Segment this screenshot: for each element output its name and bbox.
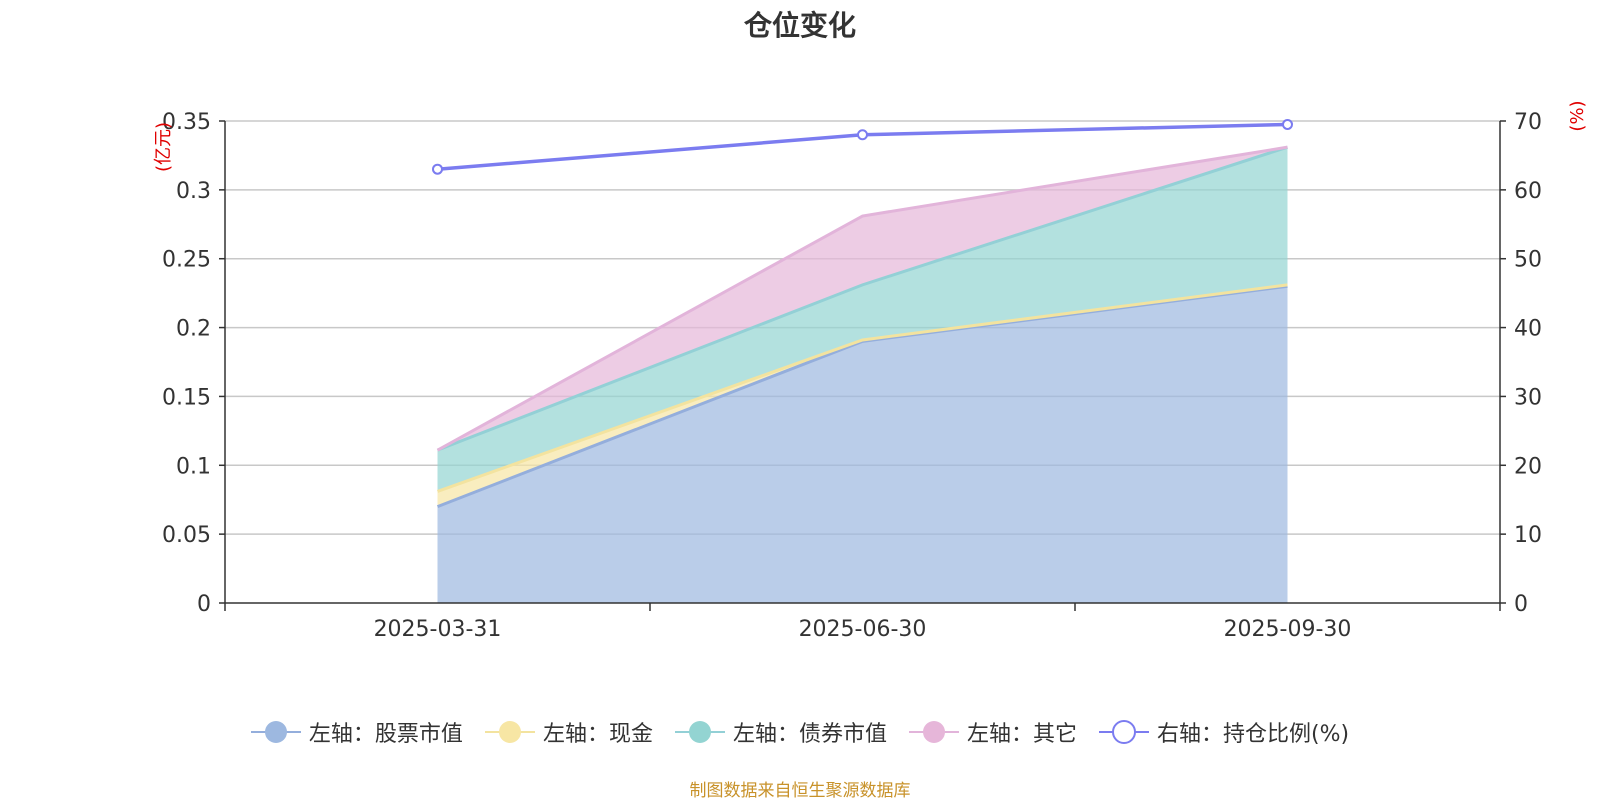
left-tick-label: 0.25	[162, 248, 211, 273]
x-tick-label: 2025-06-30	[799, 617, 927, 642]
right-tick-label: 0	[1514, 592, 1528, 617]
legend-marker-icon	[250, 721, 301, 743]
legend-marker-icon	[674, 721, 725, 743]
point-右轴：持仓比例(%)	[857, 129, 868, 141]
left-tick-label: 0.15	[162, 385, 211, 410]
legend-item[interactable]: 左轴：股票市值	[250, 716, 463, 748]
line-左轴：现金	[436, 283, 1288, 493]
line-左轴：其它	[436, 145, 1288, 452]
area-左轴：债券市值	[437, 147, 1288, 492]
x-tick-label: 2025-09-30	[1224, 617, 1352, 642]
right-axis-unit-label: (%)	[1567, 100, 1588, 131]
right-tick-label: 70	[1514, 110, 1542, 135]
area-左轴：股票市值	[437, 286, 1288, 603]
left-tick-label: 0.35	[162, 110, 211, 135]
legend-item[interactable]: 左轴：其它	[908, 716, 1077, 748]
left-tick-label: 0.2	[176, 317, 211, 342]
right-tick-label: 50	[1514, 248, 1542, 273]
legend-item[interactable]: 右轴：持仓比例(%)	[1098, 716, 1350, 748]
left-tick-label: 0	[197, 592, 211, 617]
left-axis-unit-label: (亿元)	[153, 122, 174, 172]
left-tick-label: 0.3	[176, 179, 211, 204]
legend-label: 左轴：其它	[966, 722, 1077, 747]
chart-title: 仓位变化	[743, 9, 856, 42]
left-tick-label: 0.05	[162, 523, 211, 548]
legend-marker-icon	[908, 721, 959, 743]
right-tick-label: 20	[1514, 454, 1542, 479]
legend-item[interactable]: 左轴：债券市值	[674, 716, 887, 748]
legend: 左轴：股票市值 左轴：现金 左轴：债券市值 左轴：其它 右轴：持仓比例(%)	[0, 716, 1600, 748]
line-左轴：债券市值	[436, 145, 1288, 452]
legend-label: 左轴：股票市值	[308, 722, 463, 747]
right-tick-label: 60	[1514, 179, 1542, 204]
point-右轴：持仓比例(%)	[1282, 118, 1293, 130]
legend-marker-icon	[1098, 720, 1149, 744]
legend-label: 右轴：持仓比例(%)	[1156, 722, 1350, 747]
legend-label: 左轴：现金	[542, 722, 653, 747]
source-note: 制图数据来自恒生聚源数据库	[689, 781, 911, 801]
legend-label: 左轴：债券市值	[732, 722, 887, 747]
legend-marker-icon	[484, 721, 535, 743]
legend-item[interactable]: 左轴：现金	[484, 716, 653, 748]
right-tick-label: 10	[1514, 523, 1542, 548]
right-tick-label: 30	[1514, 385, 1542, 410]
right-tick-label: 40	[1514, 317, 1542, 342]
point-右轴：持仓比例(%)	[432, 163, 443, 175]
x-tick-label: 2025-03-31	[374, 617, 502, 642]
left-tick-label: 0.1	[176, 454, 211, 479]
